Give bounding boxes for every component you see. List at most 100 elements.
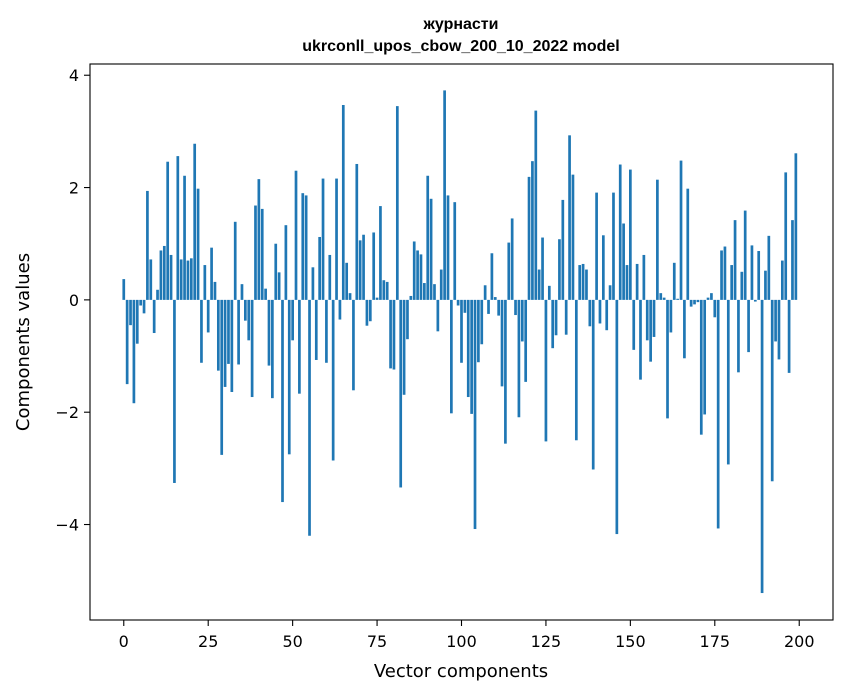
bar	[169, 254, 173, 300]
bar	[747, 299, 750, 353]
bar	[477, 299, 480, 363]
bar	[787, 299, 791, 373]
bar	[267, 299, 271, 366]
bar	[176, 156, 180, 300]
bar	[632, 299, 636, 350]
bar	[314, 299, 318, 360]
bar	[352, 299, 355, 391]
bar	[220, 299, 224, 455]
bar	[730, 265, 734, 300]
bar	[304, 195, 308, 300]
bar	[524, 299, 528, 382]
bar	[625, 265, 629, 300]
bar	[450, 299, 453, 414]
bar	[244, 299, 247, 321]
bar	[375, 297, 379, 300]
bar	[699, 299, 703, 435]
bar	[517, 299, 521, 418]
bar	[774, 299, 777, 342]
x-tick-label: 100	[446, 632, 477, 651]
bar	[558, 239, 561, 300]
bar	[416, 250, 419, 300]
bar	[544, 299, 548, 442]
bar	[321, 178, 325, 300]
bar	[372, 232, 376, 300]
bar	[379, 206, 382, 300]
bar	[737, 299, 740, 373]
bar	[612, 192, 615, 300]
bar	[666, 299, 669, 419]
bar	[237, 299, 240, 365]
chart-title-line1: журнасти	[423, 16, 499, 33]
bar	[203, 265, 207, 300]
bar	[213, 281, 217, 300]
bar	[460, 299, 463, 363]
bar	[271, 299, 274, 399]
bar	[740, 271, 744, 300]
x-axis-label: Vector components	[374, 661, 548, 682]
bar	[635, 263, 639, 300]
bar	[328, 254, 332, 300]
bar	[497, 299, 500, 316]
bar	[527, 176, 531, 300]
bar	[250, 299, 254, 398]
bar	[605, 299, 609, 331]
bar	[693, 299, 696, 305]
bar	[301, 193, 305, 300]
bar	[399, 299, 403, 488]
bar	[368, 299, 372, 322]
bar	[629, 169, 632, 300]
bar	[132, 299, 136, 404]
bar	[152, 299, 156, 334]
bar	[574, 299, 578, 441]
bar	[298, 299, 301, 394]
x-tick-label: 25	[198, 632, 218, 651]
bar	[777, 299, 781, 360]
bar	[210, 247, 213, 300]
bar	[703, 299, 707, 415]
bar	[318, 236, 321, 300]
bar	[581, 263, 585, 300]
bar	[362, 234, 365, 300]
bar	[179, 259, 183, 300]
x-axis-ticks: 0 25 50 75 100 125 150 175 200	[119, 620, 815, 651]
bars-group	[122, 90, 798, 594]
bar	[483, 285, 487, 300]
bar	[402, 299, 406, 395]
bar	[716, 299, 720, 529]
bar	[473, 299, 477, 530]
bar	[615, 299, 619, 535]
bar	[764, 270, 767, 300]
bar	[618, 164, 622, 300]
x-tick-label: 75	[367, 632, 387, 651]
x-tick-label: 0	[119, 632, 129, 651]
bar	[311, 267, 315, 300]
bar	[433, 284, 436, 300]
plot-frame	[89, 63, 834, 621]
bar	[659, 293, 663, 300]
bar	[233, 221, 237, 300]
bar	[689, 299, 693, 307]
bar	[733, 220, 737, 300]
bar	[791, 220, 794, 300]
bar	[723, 246, 727, 300]
bar	[767, 235, 771, 300]
bar	[753, 299, 757, 302]
bar	[662, 297, 666, 300]
bar	[547, 285, 551, 300]
bar	[760, 299, 764, 594]
bar	[257, 179, 261, 300]
bar	[514, 299, 517, 316]
bar	[770, 299, 774, 482]
bar	[487, 299, 490, 314]
bar	[726, 299, 730, 465]
bar	[554, 299, 558, 336]
bar	[595, 192, 598, 300]
bar	[412, 241, 416, 300]
bar	[757, 251, 761, 300]
bar	[571, 174, 575, 300]
bar	[395, 106, 399, 300]
bar	[743, 210, 747, 300]
bar	[355, 163, 359, 300]
bar	[281, 299, 284, 503]
